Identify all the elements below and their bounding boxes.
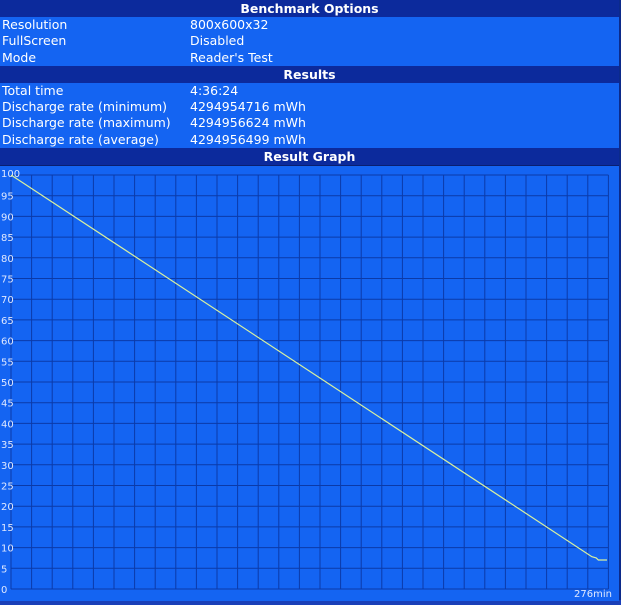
y-tick-label: 50 xyxy=(1,378,14,389)
y-tick-label: 70 xyxy=(1,295,14,306)
options-row: FullScreen Disabled xyxy=(0,33,619,49)
y-tick-label: 25 xyxy=(1,482,14,493)
y-tick-label: 40 xyxy=(1,419,14,430)
x-end-label: 276min xyxy=(574,589,612,600)
y-tick-label: 65 xyxy=(1,316,14,327)
row-label: Discharge rate (minimum) xyxy=(2,99,168,115)
y-tick-label: 0 xyxy=(1,585,7,596)
y-tick-label: 5 xyxy=(1,564,7,575)
y-tick-label: 35 xyxy=(1,440,14,451)
y-tick-label: 90 xyxy=(1,212,14,223)
options-row: Resolution 800x600x32 xyxy=(0,17,619,33)
result-graph: 0 5 10 15 20 25 30 35 40 45 50 55 60 65 70 75 80 85 90 95 10… xyxy=(0,165,619,601)
y-tick-label: 15 xyxy=(1,523,14,534)
row-label: Discharge rate (maximum) xyxy=(2,115,171,131)
y-tick-label: 75 xyxy=(1,275,14,286)
y-tick-label: 55 xyxy=(1,357,14,368)
y-tick-label: 20 xyxy=(1,502,14,513)
y-tick-label: 85 xyxy=(1,233,14,244)
row-value: Reader's Test xyxy=(190,49,273,65)
options-row: Mode Reader's Test xyxy=(0,50,619,66)
graph-svg: 0 5 10 15 20 25 30 35 40 45 50 55 60 65 70 75 80 85 90 95 10… xyxy=(1,169,612,600)
y-tick-label: 95 xyxy=(1,192,14,203)
row-value: 800x600x32 xyxy=(190,17,269,32)
result-graph-header: Result Graph xyxy=(0,148,619,166)
row-value: Disabled xyxy=(190,33,245,49)
row-label: FullScreen xyxy=(2,33,67,49)
y-tick-label: 45 xyxy=(1,399,14,410)
row-label: Mode xyxy=(2,49,37,65)
row-value: 4294954716 mWh xyxy=(190,99,306,115)
row-label: Discharge rate (average) xyxy=(2,131,159,147)
row-value: 4294956499 mWh xyxy=(190,131,306,147)
results-row: Discharge rate (maximum) 4294956624 mWh xyxy=(0,115,619,131)
results-row: Discharge rate (average) 4294956499 mWh xyxy=(0,132,619,148)
y-tick-label: 100 xyxy=(1,169,20,180)
results-row: Discharge rate (minimum) 4294954716 mWh xyxy=(0,99,619,115)
y-tick-label: 60 xyxy=(1,337,14,348)
results-row: Total time 4:36:24 xyxy=(0,83,619,99)
benchmark-options-header: Benchmark Options xyxy=(0,0,619,17)
y-tick-label: 10 xyxy=(1,544,14,555)
row-label: Resolution xyxy=(2,17,68,32)
y-tick-label: 80 xyxy=(1,254,14,265)
discharge-line xyxy=(10,174,607,561)
row-value: 4:36:24 xyxy=(190,82,239,98)
row-value: 4294956624 mWh xyxy=(190,115,306,131)
results-header: Results xyxy=(0,65,619,83)
row-label: Total time xyxy=(2,82,64,98)
y-tick-label: 30 xyxy=(1,461,14,472)
